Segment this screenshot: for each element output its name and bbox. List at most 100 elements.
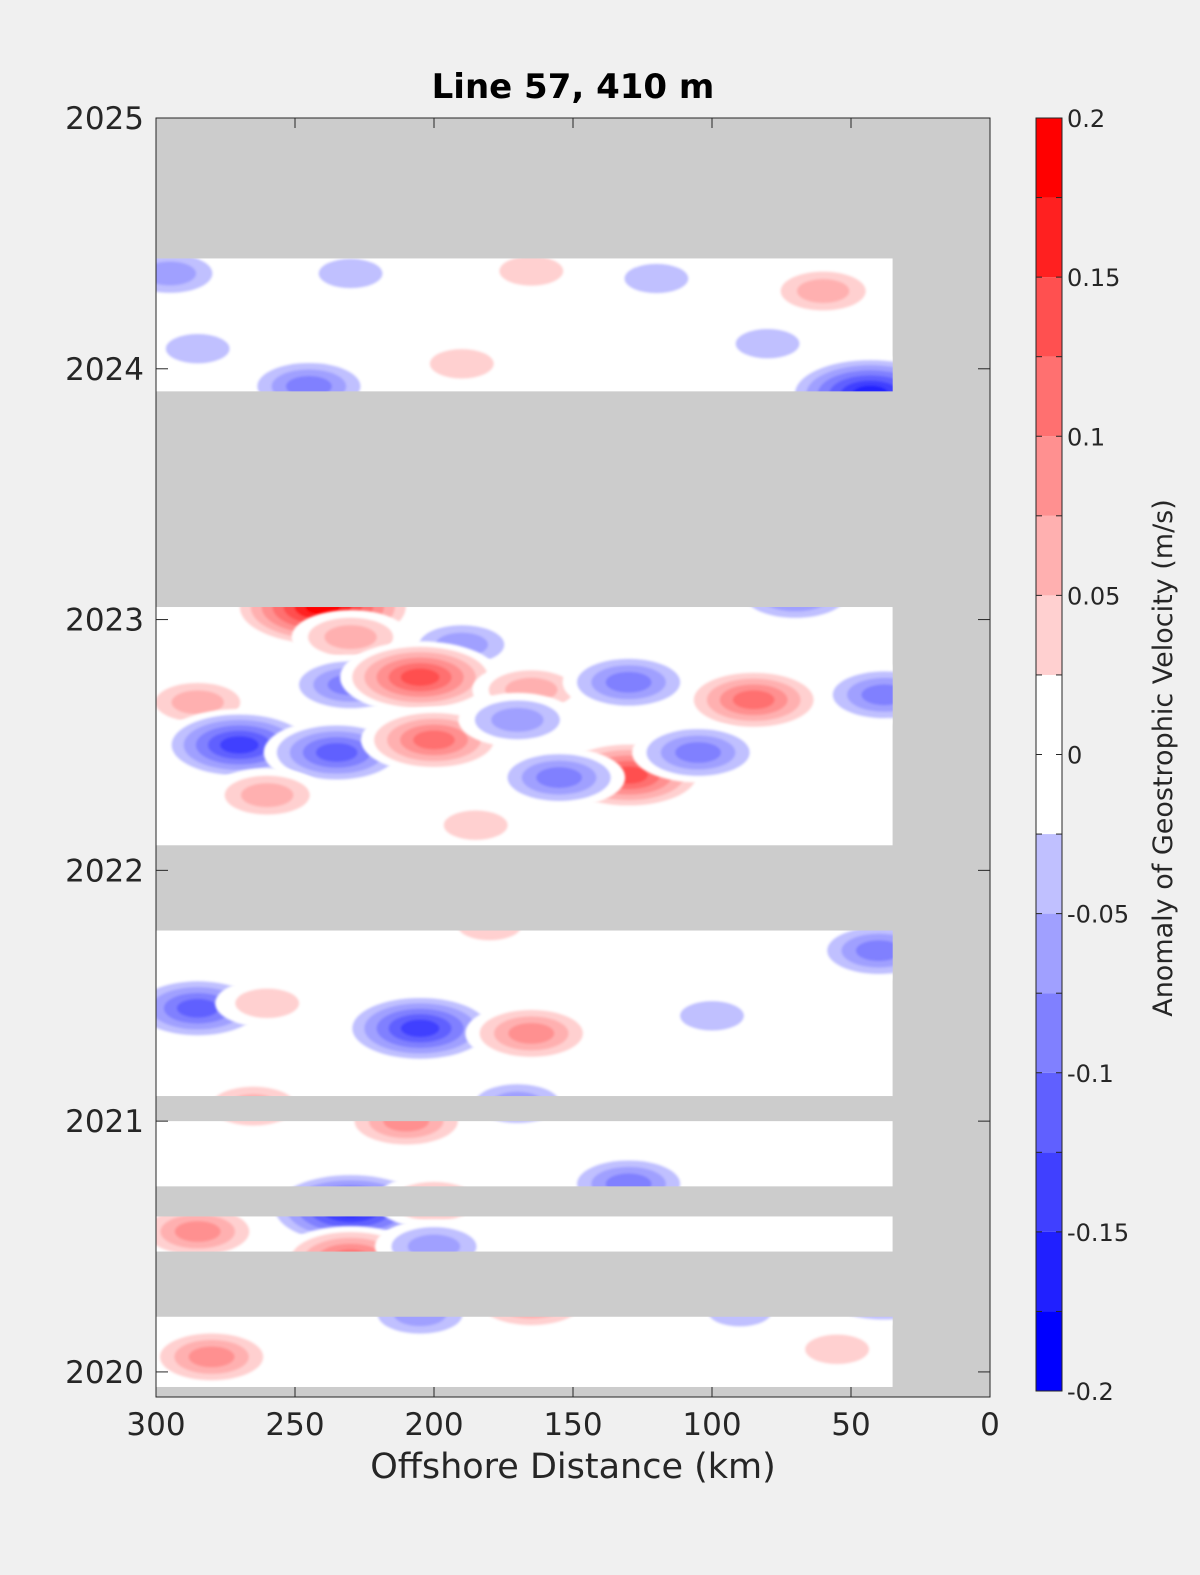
anomaly-feature <box>361 706 507 773</box>
anomaly-feature <box>479 246 584 295</box>
anomaly-contour <box>188 1346 235 1368</box>
x-tick-label: 0 <box>980 1407 1000 1443</box>
anomaly-feature <box>458 692 577 747</box>
chart-title: Line 57, 410 m <box>432 67 715 107</box>
anomaly-contour <box>797 279 850 304</box>
anomaly-feature <box>156 324 250 373</box>
x-tick-label: 300 <box>126 1407 185 1443</box>
anomaly-contour <box>429 348 494 379</box>
y-tick-label: 2021 <box>65 1104 144 1140</box>
colorbar-segment <box>1036 1152 1062 1232</box>
missing-data-band <box>156 118 990 259</box>
y-tick-label: 2022 <box>65 853 144 889</box>
anomaly-feature <box>680 666 827 733</box>
x-tick-label: 250 <box>265 1407 324 1443</box>
colorbar-tick-label: -0.1 <box>1067 1060 1114 1088</box>
x-axis-label: Offshore Distance (km) <box>370 1447 776 1487</box>
colorbar-segment <box>1036 595 1062 675</box>
anomaly-feature <box>562 652 695 713</box>
anomaly-contour <box>165 333 230 364</box>
anomaly-contour <box>805 1334 870 1365</box>
colorbar-tick-label: 0.1 <box>1067 423 1105 451</box>
anomaly-contour <box>443 810 508 841</box>
anomaly-feature <box>156 1326 278 1387</box>
anomaly-contour <box>605 671 652 693</box>
colorbar-segment <box>1036 277 1062 357</box>
nearshore-missing-region <box>892 118 990 1397</box>
anomaly-contour <box>735 328 800 359</box>
colorbar-segment <box>1036 993 1062 1073</box>
colorbar-segment <box>1036 515 1062 596</box>
colorbar-tick-label: 0.2 <box>1067 105 1105 133</box>
anomaly-contour <box>499 256 564 286</box>
anomaly-feature <box>493 747 626 808</box>
anomaly-contour <box>171 690 224 715</box>
x-tick-label: 150 <box>543 1407 602 1443</box>
missing-data-band <box>156 1186 990 1217</box>
colorbar-segment <box>1036 1072 1062 1153</box>
anomaly-contour <box>324 625 377 650</box>
anomaly-contour <box>176 998 219 1018</box>
missing-data-periods <box>156 118 990 1397</box>
colorbar-segment <box>1036 356 1062 437</box>
y-tick-label: 2020 <box>65 1355 144 1391</box>
x-tick-label: 200 <box>404 1407 463 1443</box>
colorbar-tick-label: 0.05 <box>1067 582 1120 610</box>
anomaly-contour <box>491 707 544 732</box>
colorbar-tick-label: -0.15 <box>1067 1219 1129 1247</box>
anomaly-feature <box>604 254 709 303</box>
anomaly-contour <box>400 668 440 686</box>
colorbar-segment <box>1036 1231 1062 1312</box>
anomaly-contour <box>732 690 775 710</box>
anomaly-feature <box>660 991 764 1040</box>
y-tick-label: 2024 <box>65 352 144 388</box>
anomaly-contour <box>220 736 259 754</box>
anomaly-contour <box>235 988 300 1019</box>
colorbar-tick-label: 0.15 <box>1067 264 1120 292</box>
anomaly-contour <box>241 783 294 808</box>
anomaly-contour <box>508 1022 555 1044</box>
anomaly-feature <box>298 249 403 298</box>
colorbar-segment <box>1036 436 1062 516</box>
colorbar-tick-label: -0.05 <box>1067 901 1129 929</box>
anomaly-contour <box>680 1001 744 1031</box>
anomaly-feature <box>156 1201 264 1262</box>
missing-data-band <box>156 1251 990 1317</box>
anomaly-contour <box>624 263 689 294</box>
anomaly-feature <box>340 641 501 714</box>
anomaly-feature <box>764 264 883 319</box>
anomaly-contour <box>400 1019 440 1038</box>
anomaly-contour <box>318 258 383 289</box>
anomaly-feature <box>159 708 320 781</box>
missing-data-band <box>156 456 990 608</box>
y-tick-label: 2023 <box>65 603 144 639</box>
missing-data-band <box>156 1096 990 1122</box>
anomaly-feature <box>409 339 514 388</box>
anomaly-feature <box>632 722 765 783</box>
anomaly-contour <box>855 940 902 962</box>
anomaly-contour <box>174 1221 221 1242</box>
anomaly-feature <box>208 768 327 823</box>
anomaly-feature <box>423 801 528 850</box>
anomaly-contour <box>536 767 583 788</box>
colorbar-label: Anomaly of Geostrophic Velocity (m/s) <box>1148 499 1179 1017</box>
anomaly-feature <box>715 319 820 368</box>
anomaly-contour <box>156 261 197 286</box>
y-axis: 2020 2021 2022 2023 2024 2025 <box>65 101 990 1391</box>
anomaly-contour <box>675 742 722 763</box>
anomaly-feature <box>156 246 229 301</box>
colorbar-tick-label: -0.2 <box>1067 1378 1114 1406</box>
x-axis: 300 250 200 150 100 50 0 <box>126 118 1000 1443</box>
colorbar-segment <box>1036 913 1062 994</box>
anomaly-contour <box>315 743 358 762</box>
colorbar-segment <box>1036 118 1062 198</box>
colorbar-segment <box>1036 197 1062 278</box>
anomaly-feature <box>340 992 501 1065</box>
missing-data-band <box>156 845 990 931</box>
colorbar-tick-label: 0 <box>1067 742 1082 770</box>
y-tick-label: 2025 <box>65 101 144 137</box>
anomaly-feature <box>785 1325 890 1374</box>
colorbar-segment <box>1036 754 1062 835</box>
colorbar-segment <box>1036 674 1062 755</box>
